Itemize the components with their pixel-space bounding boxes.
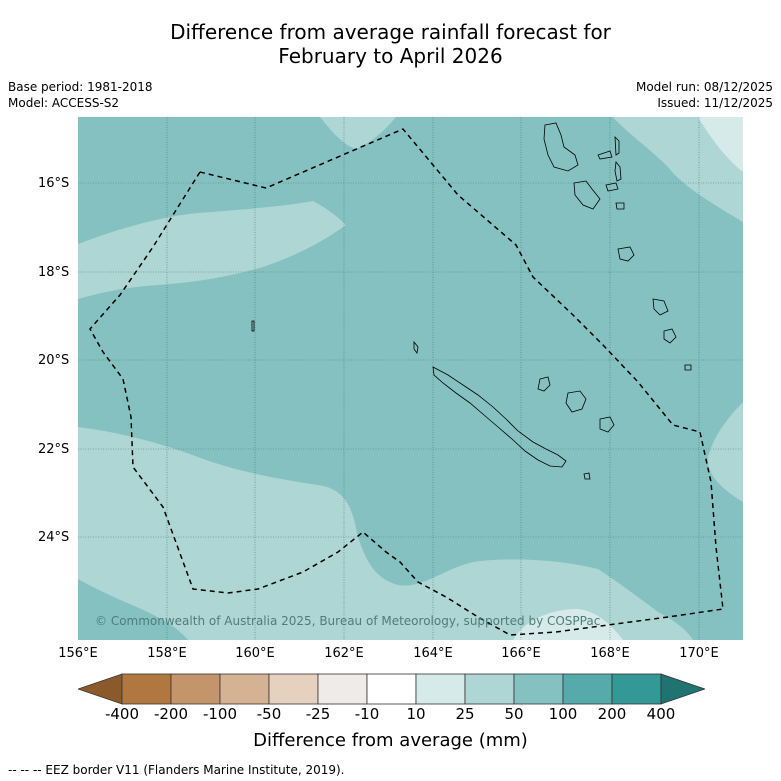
colorbar-tick-label: 200	[597, 705, 627, 723]
colorbar-tick-label: -10	[354, 705, 380, 723]
colorbar	[78, 673, 705, 705]
lat-label-16s: 16°S	[38, 176, 70, 191]
anomaly-region-top-center	[320, 117, 396, 149]
colorbar-tick-label: 100	[548, 705, 578, 723]
colorbar-segment	[268, 673, 319, 705]
lat-label-22s: 22°S	[38, 442, 70, 457]
epi-island	[615, 202, 625, 210]
ouvea-island	[537, 376, 551, 392]
colorbar-segment	[611, 673, 662, 705]
map-gridlines	[78, 117, 743, 640]
colorbar-tick-label: -200	[153, 705, 189, 723]
mare-island	[599, 416, 615, 433]
colorbar-segment	[366, 673, 417, 705]
colorbar-segment	[464, 673, 515, 705]
colorbar-tick-label: 10	[406, 705, 426, 723]
title-line-2: February to April 2026	[278, 44, 503, 68]
title-line-1: Difference from average rainfall forecas…	[170, 20, 611, 44]
anomaly-region-south	[78, 427, 693, 640]
eez-border	[89, 128, 724, 636]
lon-label-168e: 168°E	[590, 646, 630, 661]
colorbar-extend-high	[660, 673, 705, 705]
rainfall-map	[78, 117, 743, 640]
chesterfield-reef	[251, 320, 255, 332]
base-period: Base period: 1981-2018	[8, 80, 153, 94]
colorbar-tick-label: -25	[305, 705, 331, 723]
map-title: Difference from average rainfall forecas…	[0, 20, 781, 68]
model-run: Model run: 08/12/2025	[635, 80, 773, 94]
colorbar-tick-label: 400	[646, 705, 676, 723]
colorbar-segment	[415, 673, 466, 705]
issued-date: Issued: 11/12/2025	[657, 96, 773, 110]
colorbar-title: Difference from average (mm)	[253, 730, 528, 751]
lat-label-18s: 18°S	[38, 265, 70, 280]
maewo-island	[614, 135, 620, 156]
lat-label-24s: 24°S	[38, 530, 70, 545]
colorbar-segment	[317, 673, 368, 705]
tanna-island	[663, 328, 677, 344]
colorbar-segment	[513, 673, 564, 705]
belep-islands	[413, 340, 419, 354]
colorbar-segment	[121, 673, 172, 705]
meta-left: Base period: 1981-2018 Model: ACCESS-S2	[8, 79, 153, 111]
colorbar-segment	[562, 673, 613, 705]
ambrym-island	[605, 182, 619, 192]
colorbar-tick-label: -100	[202, 705, 238, 723]
lon-label-158e: 158°E	[147, 646, 187, 661]
lon-label-166e: 166°E	[501, 646, 541, 661]
lat-label-20s: 20°S	[38, 353, 70, 368]
colorbar-tick-label: 25	[455, 705, 475, 723]
lon-label-156e: 156°E	[58, 646, 98, 661]
new-caledonia-island	[432, 366, 567, 468]
colorbar-tick-label: 50	[504, 705, 524, 723]
isle-of-pines	[583, 472, 591, 480]
colorbar-tick-label: -400	[104, 705, 140, 723]
model-name: Model: ACCESS-S2	[8, 96, 120, 110]
erromango-island	[652, 298, 669, 316]
lon-label-170e: 170°E	[679, 646, 719, 661]
meta-right: Model run: 08/12/2025 Issued: 11/12/2025	[636, 79, 773, 111]
aneityum-island	[684, 364, 692, 371]
pentecost-island	[614, 160, 622, 182]
colorbar-segment	[219, 673, 270, 705]
anomaly-region-top-right-lightest	[698, 117, 743, 172]
lifou-island	[565, 390, 587, 413]
eez-legend-note: -- -- -- EEZ border V11 (Flanders Marine…	[8, 763, 345, 777]
lon-label-160e: 160°E	[235, 646, 275, 661]
anomaly-region-right	[707, 402, 743, 502]
efate-island	[617, 246, 635, 262]
anomaly-region-top-right	[613, 117, 743, 222]
copyright-text: © Commonwealth of Australia 2025, Bureau…	[95, 614, 601, 628]
colorbar-segment	[170, 673, 221, 705]
anomaly-region-south-lightest	[513, 609, 623, 640]
lon-label-162e: 162°E	[324, 646, 364, 661]
colorbar-extend-low	[78, 673, 123, 705]
anomaly-band-17s	[78, 201, 346, 299]
colorbar-tick-label: -50	[256, 705, 282, 723]
ambae-island	[597, 150, 613, 160]
lon-label-164e: 164°E	[413, 646, 453, 661]
malekula-island	[573, 180, 601, 210]
espiritu-santo-island	[543, 122, 579, 172]
